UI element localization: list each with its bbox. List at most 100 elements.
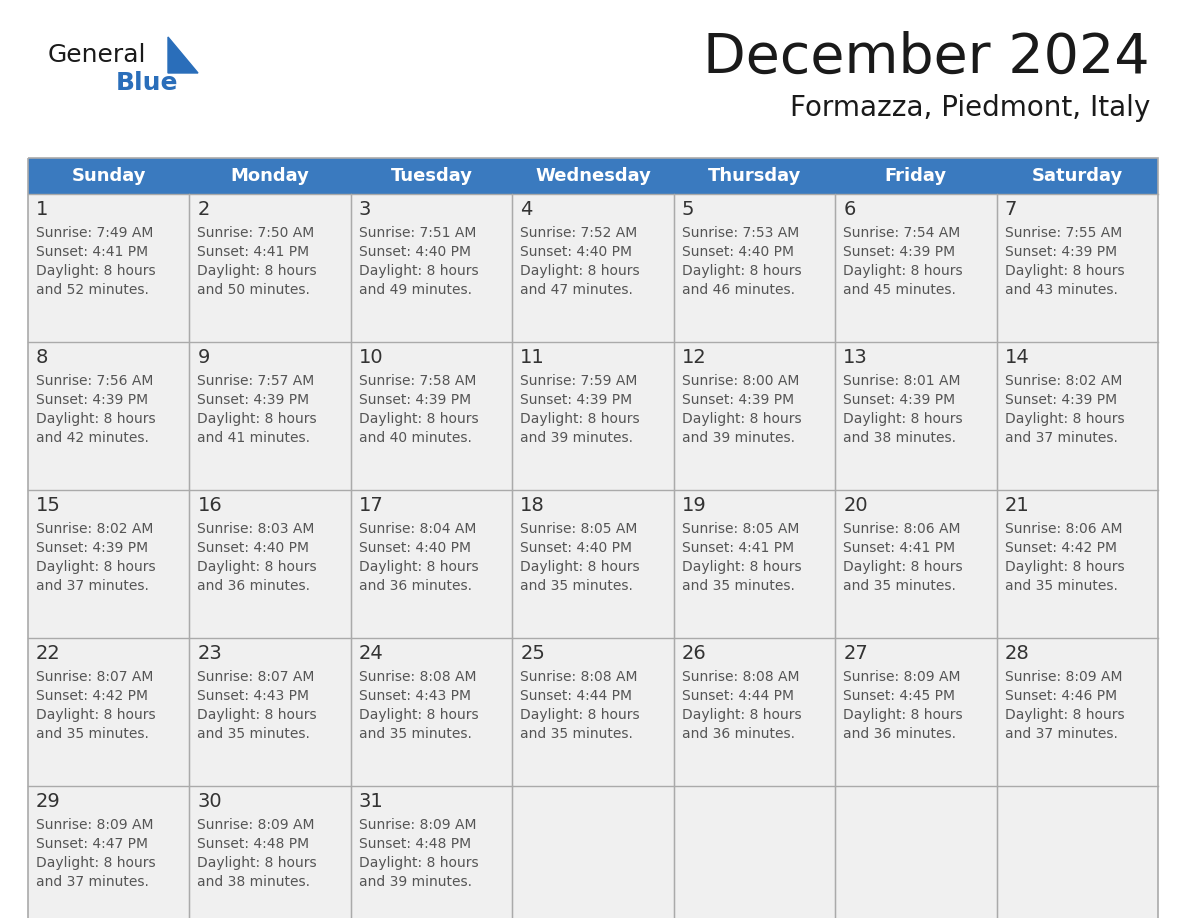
Text: and 35 minutes.: and 35 minutes. [520,579,633,593]
Text: 31: 31 [359,792,384,811]
Text: Daylight: 8 hours: Daylight: 8 hours [682,560,802,574]
Text: Sunset: 4:39 PM: Sunset: 4:39 PM [1005,393,1117,407]
Text: Daylight: 8 hours: Daylight: 8 hours [359,264,479,278]
Text: 13: 13 [843,348,868,367]
Text: 3: 3 [359,200,371,219]
Text: Sunrise: 8:08 AM: Sunrise: 8:08 AM [682,670,800,684]
Text: Daylight: 8 hours: Daylight: 8 hours [197,264,317,278]
Text: 25: 25 [520,644,545,663]
Text: and 40 minutes.: and 40 minutes. [359,431,472,445]
Text: 26: 26 [682,644,707,663]
Text: Daylight: 8 hours: Daylight: 8 hours [843,412,962,426]
Bar [29,490,189,638]
Text: and 39 minutes.: and 39 minutes. [359,875,472,889]
Text: Sunrise: 8:06 AM: Sunrise: 8:06 AM [843,522,961,536]
Text: and 37 minutes.: and 37 minutes. [36,875,148,889]
Polygon shape [168,37,198,73]
Text: Sunrise: 7:55 AM: Sunrise: 7:55 AM [1005,226,1121,240]
Text: 8: 8 [36,348,49,367]
Text: 21: 21 [1005,496,1029,515]
Text: Sunset: 4:40 PM: Sunset: 4:40 PM [520,541,632,555]
Text: and 37 minutes.: and 37 minutes. [1005,727,1118,741]
Bar [997,194,1158,342]
Text: and 35 minutes.: and 35 minutes. [520,727,633,741]
Text: Sunrise: 7:54 AM: Sunrise: 7:54 AM [843,226,960,240]
Text: and 35 minutes.: and 35 minutes. [36,727,148,741]
Bar [512,490,674,638]
Text: Daylight: 8 hours: Daylight: 8 hours [682,708,802,722]
Text: and 36 minutes.: and 36 minutes. [682,727,795,741]
Text: Sunrise: 7:58 AM: Sunrise: 7:58 AM [359,374,476,388]
Text: Sunrise: 8:03 AM: Sunrise: 8:03 AM [197,522,315,536]
Text: Sunset: 4:39 PM: Sunset: 4:39 PM [520,393,632,407]
Text: Daylight: 8 hours: Daylight: 8 hours [1005,708,1124,722]
Text: and 45 minutes.: and 45 minutes. [843,283,956,297]
Text: 30: 30 [197,792,222,811]
Bar [512,786,674,918]
Text: Sunset: 4:47 PM: Sunset: 4:47 PM [36,837,148,851]
Text: Sunset: 4:41 PM: Sunset: 4:41 PM [682,541,794,555]
Text: and 42 minutes.: and 42 minutes. [36,431,148,445]
Text: and 36 minutes.: and 36 minutes. [197,579,310,593]
Bar [189,786,350,918]
Text: and 35 minutes.: and 35 minutes. [197,727,310,741]
Bar [350,342,512,490]
Text: and 38 minutes.: and 38 minutes. [843,431,956,445]
Bar [350,786,512,918]
Text: Sunset: 4:44 PM: Sunset: 4:44 PM [520,689,632,703]
Text: Sunset: 4:40 PM: Sunset: 4:40 PM [359,541,470,555]
Text: Daylight: 8 hours: Daylight: 8 hours [520,708,640,722]
Bar [512,194,674,342]
Text: Sunset: 4:39 PM: Sunset: 4:39 PM [843,393,955,407]
Text: Sunset: 4:40 PM: Sunset: 4:40 PM [520,245,632,259]
Text: and 36 minutes.: and 36 minutes. [359,579,472,593]
Bar [189,194,350,342]
Text: 6: 6 [843,200,855,219]
Text: Daylight: 8 hours: Daylight: 8 hours [36,264,156,278]
Bar [29,638,189,786]
Text: and 37 minutes.: and 37 minutes. [1005,431,1118,445]
Bar [674,786,835,918]
Text: and 38 minutes.: and 38 minutes. [197,875,310,889]
Text: 16: 16 [197,496,222,515]
Bar [835,342,997,490]
Bar [997,638,1158,786]
Text: and 41 minutes.: and 41 minutes. [197,431,310,445]
Text: Daylight: 8 hours: Daylight: 8 hours [359,856,479,870]
Text: Sunrise: 8:02 AM: Sunrise: 8:02 AM [36,522,153,536]
Text: 29: 29 [36,792,61,811]
Text: Sunrise: 7:57 AM: Sunrise: 7:57 AM [197,374,315,388]
Text: Sunrise: 8:08 AM: Sunrise: 8:08 AM [359,670,476,684]
Text: Sunset: 4:45 PM: Sunset: 4:45 PM [843,689,955,703]
Text: Formazza, Piedmont, Italy: Formazza, Piedmont, Italy [790,94,1150,122]
Text: 20: 20 [843,496,867,515]
Text: Daylight: 8 hours: Daylight: 8 hours [36,708,156,722]
Text: and 39 minutes.: and 39 minutes. [520,431,633,445]
Text: Sunrise: 8:09 AM: Sunrise: 8:09 AM [843,670,961,684]
Text: Sunset: 4:42 PM: Sunset: 4:42 PM [36,689,148,703]
Text: 2: 2 [197,200,210,219]
Bar [29,194,189,342]
Text: 18: 18 [520,496,545,515]
Text: 27: 27 [843,644,868,663]
Text: Sunset: 4:39 PM: Sunset: 4:39 PM [36,393,148,407]
Text: Daylight: 8 hours: Daylight: 8 hours [520,412,640,426]
Text: and 49 minutes.: and 49 minutes. [359,283,472,297]
Text: and 52 minutes.: and 52 minutes. [36,283,148,297]
Text: Sunrise: 8:08 AM: Sunrise: 8:08 AM [520,670,638,684]
Text: Sunset: 4:48 PM: Sunset: 4:48 PM [359,837,470,851]
Text: Daylight: 8 hours: Daylight: 8 hours [359,412,479,426]
Text: Sunrise: 8:05 AM: Sunrise: 8:05 AM [520,522,638,536]
Bar [512,638,674,786]
Text: 24: 24 [359,644,384,663]
Text: and 35 minutes.: and 35 minutes. [1005,579,1118,593]
Text: Sunset: 4:39 PM: Sunset: 4:39 PM [36,541,148,555]
Text: 9: 9 [197,348,210,367]
Text: Thursday: Thursday [708,167,801,185]
Text: 1: 1 [36,200,49,219]
Bar [29,342,189,490]
Text: Sunrise: 7:59 AM: Sunrise: 7:59 AM [520,374,638,388]
Text: Sunset: 4:46 PM: Sunset: 4:46 PM [1005,689,1117,703]
Text: 10: 10 [359,348,384,367]
Text: December 2024: December 2024 [703,31,1150,85]
